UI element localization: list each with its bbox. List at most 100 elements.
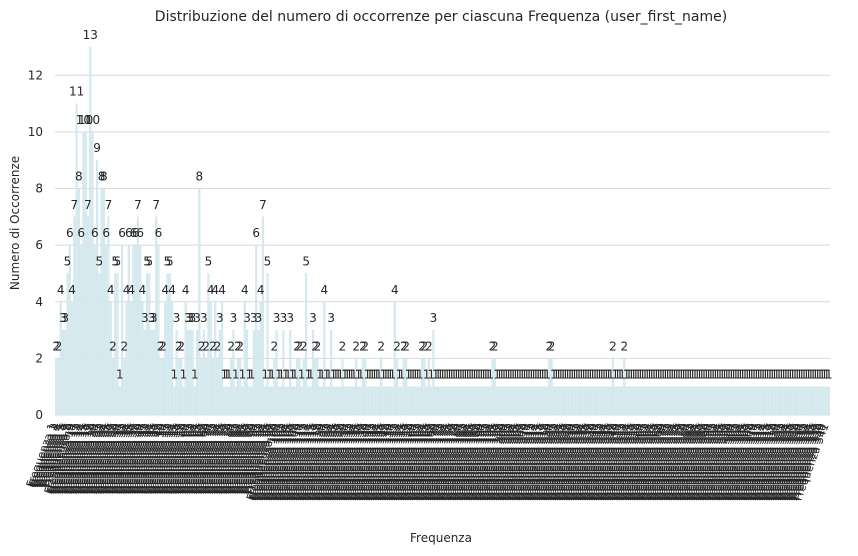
bar-value-label: 1 bbox=[493, 368, 501, 382]
bar-value-label: 4 bbox=[168, 283, 176, 297]
bar-value-label: 1 bbox=[477, 368, 485, 382]
bar-value-label: 1 bbox=[436, 368, 444, 382]
bar bbox=[273, 358, 276, 416]
bar bbox=[193, 386, 196, 416]
bar-value-label: 5 bbox=[64, 254, 72, 268]
bar bbox=[345, 386, 349, 416]
bar-value-label: 3 bbox=[59, 311, 67, 325]
bar bbox=[759, 386, 762, 416]
bar-value-label: 2 bbox=[202, 339, 210, 353]
bar bbox=[752, 386, 755, 416]
bar bbox=[157, 244, 160, 416]
bar-value-label: 1 bbox=[573, 368, 581, 382]
bar-value-label: 6 bbox=[66, 226, 74, 240]
bar-value-label: 1 bbox=[275, 368, 283, 382]
bar-value-label: 1 bbox=[559, 368, 567, 382]
bar bbox=[277, 386, 280, 416]
bar bbox=[798, 386, 801, 416]
bar bbox=[627, 386, 630, 416]
bar bbox=[452, 386, 455, 416]
bar-value-label: 1 bbox=[734, 368, 742, 382]
bar bbox=[189, 329, 192, 416]
bar bbox=[532, 386, 535, 416]
bar bbox=[309, 386, 312, 416]
bar bbox=[73, 216, 76, 416]
bar-value-label: 1 bbox=[445, 368, 453, 382]
bar-value-label: 1 bbox=[725, 368, 733, 382]
bar bbox=[805, 386, 808, 416]
bar-value-label: 1 bbox=[741, 368, 749, 382]
bar bbox=[757, 386, 760, 416]
bar bbox=[84, 131, 87, 416]
chart-title: Distribuzione del numero di occorrenze p… bbox=[155, 9, 727, 25]
bar bbox=[352, 386, 355, 416]
bar bbox=[366, 386, 369, 416]
bar bbox=[514, 386, 517, 416]
bar bbox=[66, 273, 69, 416]
bar bbox=[591, 386, 594, 416]
bar bbox=[632, 386, 635, 416]
bar-value-label: 1 bbox=[245, 368, 253, 382]
bar-value-label: 1 bbox=[180, 368, 188, 382]
bar-value-label: 2 bbox=[548, 339, 556, 353]
bar bbox=[482, 386, 485, 416]
bar-value-label: 5 bbox=[145, 254, 153, 268]
bar-value-label: 1 bbox=[298, 368, 306, 382]
bar bbox=[207, 273, 210, 416]
bar bbox=[266, 273, 269, 416]
bar bbox=[282, 329, 285, 416]
bar-value-label: 2 bbox=[300, 339, 308, 353]
bar bbox=[602, 386, 605, 416]
bar-value-label: 6 bbox=[77, 226, 85, 240]
bar bbox=[114, 273, 117, 416]
bar-value-label: 1 bbox=[386, 368, 394, 382]
bar bbox=[668, 386, 671, 416]
bar-value-label: 5 bbox=[302, 254, 310, 268]
bar bbox=[186, 329, 190, 416]
bar-value-label: 1 bbox=[518, 368, 526, 382]
bar-value-label: 1 bbox=[561, 368, 569, 382]
bar bbox=[407, 386, 410, 416]
bar bbox=[184, 301, 187, 416]
bar bbox=[411, 386, 415, 416]
bar-value-label: 1 bbox=[473, 368, 481, 382]
bar bbox=[102, 188, 105, 416]
bar bbox=[343, 386, 346, 416]
bar bbox=[368, 386, 371, 416]
bar bbox=[202, 329, 205, 416]
bar bbox=[380, 358, 383, 416]
bar bbox=[664, 386, 667, 416]
bar bbox=[727, 386, 730, 416]
bar bbox=[520, 386, 524, 416]
bar bbox=[673, 386, 676, 416]
bar-value-label: 1 bbox=[705, 368, 713, 382]
bar-value-label: 1 bbox=[373, 368, 381, 382]
bar-value-label: 5 bbox=[95, 254, 103, 268]
bar bbox=[316, 358, 319, 416]
bar bbox=[389, 386, 392, 416]
bar bbox=[270, 386, 274, 416]
bar-value-label: 1 bbox=[582, 368, 590, 382]
bar bbox=[116, 273, 119, 416]
bar bbox=[209, 301, 212, 416]
bar bbox=[461, 386, 465, 416]
bar bbox=[448, 386, 451, 416]
bar-value-label: 1 bbox=[755, 368, 763, 382]
bar bbox=[293, 386, 296, 416]
bar bbox=[582, 386, 585, 416]
bar bbox=[118, 386, 121, 416]
bar-value-label: 1 bbox=[750, 368, 758, 382]
bar bbox=[570, 386, 574, 416]
bar-value-label: 8 bbox=[75, 170, 83, 184]
bar-value-label: 2 bbox=[361, 339, 369, 353]
bar-value-label: 3 bbox=[189, 311, 197, 325]
bar bbox=[198, 188, 201, 416]
bar bbox=[518, 386, 521, 416]
bar bbox=[541, 386, 544, 416]
bar bbox=[689, 386, 692, 416]
bar-value-label: 1 bbox=[170, 368, 178, 382]
bar-value-label: 1 bbox=[480, 368, 488, 382]
bar-value-label: 1 bbox=[793, 368, 801, 382]
bar bbox=[377, 386, 380, 416]
bar bbox=[141, 301, 144, 416]
